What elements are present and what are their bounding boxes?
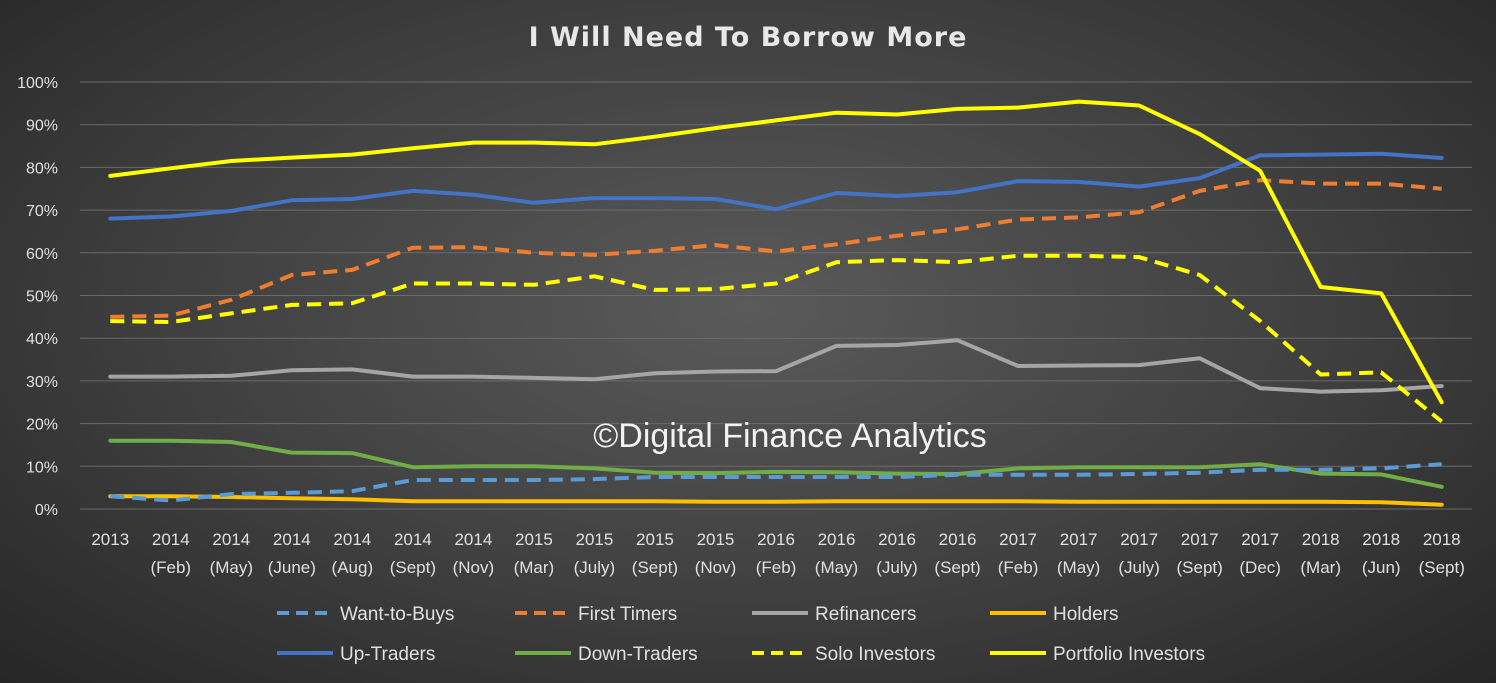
series-line-down-traders bbox=[108, 438, 1444, 489]
x-tick-sublabel: (Dec) bbox=[1239, 558, 1281, 577]
x-tick-label: 2015 bbox=[576, 530, 614, 549]
gridlines bbox=[80, 81, 1472, 510]
x-tick-sublabel: (Feb) bbox=[756, 558, 797, 577]
x-tick-sublabel: (May) bbox=[1057, 558, 1100, 577]
x-tick-label: 2018 bbox=[1423, 530, 1461, 549]
y-tick-label: 100% bbox=[17, 75, 58, 92]
x-tick-label: 2016 bbox=[939, 530, 977, 549]
x-tick-sublabel: (Aug) bbox=[332, 558, 374, 577]
x-tick-sublabel: (Sept) bbox=[1419, 558, 1465, 577]
x-tick-label: 2014 bbox=[273, 530, 311, 549]
y-tick-label: 70% bbox=[26, 203, 58, 220]
x-tick-sublabel: (Nov) bbox=[453, 558, 495, 577]
series-lines bbox=[108, 99, 1444, 507]
watermark-text: ©Digital Finance Analytics bbox=[593, 417, 987, 455]
x-tick-sublabel: (Sept) bbox=[934, 558, 980, 577]
x-tick-sublabel: (Feb) bbox=[998, 558, 1039, 577]
y-tick-label: 0% bbox=[35, 502, 58, 519]
x-tick-sublabel: (Mar) bbox=[514, 558, 555, 577]
x-tick-sublabel: (Sept) bbox=[390, 558, 436, 577]
x-tick-sublabel: (July) bbox=[876, 558, 918, 577]
x-tick-sublabel: (Mar) bbox=[1300, 558, 1341, 577]
legend: Want-to-Buys First Timers Refinancers Holde… bbox=[277, 604, 1205, 665]
x-tick-label: 2018 bbox=[1362, 530, 1400, 549]
x-tick-label: 2014 bbox=[152, 530, 190, 549]
y-tick-label: 50% bbox=[26, 289, 58, 306]
x-tick-label: 2014 bbox=[454, 530, 492, 549]
x-tick-sublabel: (July) bbox=[1118, 558, 1160, 577]
x-tick-label: 2015 bbox=[515, 530, 553, 549]
x-tick-label: 2017 bbox=[1181, 530, 1219, 549]
x-tick-sublabel: (June) bbox=[268, 558, 316, 577]
x-tick-sublabel: (July) bbox=[574, 558, 616, 577]
legend-label: Holders bbox=[1053, 604, 1118, 625]
x-tick-label: 2015 bbox=[636, 530, 674, 549]
legend-label: Up-Traders bbox=[340, 644, 435, 665]
x-tick-sublabel: (Feb) bbox=[150, 558, 191, 577]
series-line-refinancers bbox=[108, 338, 1444, 394]
x-tick-label: 2014 bbox=[394, 530, 432, 549]
legend-label: Want-to-Buys bbox=[340, 604, 454, 625]
x-tick-label: 2017 bbox=[1241, 530, 1279, 549]
y-tick-label: 60% bbox=[26, 246, 58, 263]
y-axis: 0% 10% 20% 30% 40% 50% 60% 70% 80% 90% 100% bbox=[17, 75, 58, 519]
x-tick-sublabel: (May) bbox=[210, 558, 253, 577]
x-tick-sublabel: (Sept) bbox=[632, 558, 678, 577]
y-tick-label: 90% bbox=[26, 118, 58, 135]
series-line-up-traders bbox=[108, 151, 1444, 221]
x-tick-label: 2018 bbox=[1302, 530, 1340, 549]
x-tick-label: 2013 bbox=[91, 530, 129, 549]
x-tick-label: 2014 bbox=[333, 530, 371, 549]
chart-title: I Will Need To Borrow More bbox=[529, 22, 968, 53]
series-line-first-timers bbox=[110, 178, 1442, 319]
x-tick-label: 2017 bbox=[1120, 530, 1158, 549]
x-tick-label: 2016 bbox=[878, 530, 916, 549]
series-line-want-to-buys bbox=[110, 462, 1442, 503]
legend-label: Solo Investors bbox=[815, 644, 935, 665]
x-tick-label: 2016 bbox=[818, 530, 856, 549]
series-line-portfolio-investors bbox=[108, 99, 1444, 405]
x-tick-sublabel: (May) bbox=[815, 558, 858, 577]
x-tick-label: 2017 bbox=[999, 530, 1037, 549]
x-tick-label: 2014 bbox=[212, 530, 250, 549]
x-tick-sublabel: (Nov) bbox=[695, 558, 737, 577]
x-tick-sublabel: (Jun) bbox=[1362, 558, 1401, 577]
series-line-solo-investors bbox=[110, 253, 1443, 424]
legend-label: Portfolio Investors bbox=[1053, 644, 1205, 665]
y-tick-label: 40% bbox=[26, 331, 58, 348]
y-tick-label: 30% bbox=[26, 374, 58, 391]
series-line-holders bbox=[108, 494, 1444, 507]
legend-label: Refinancers bbox=[815, 604, 916, 625]
y-tick-label: 20% bbox=[26, 417, 58, 434]
x-tick-label: 2016 bbox=[757, 530, 795, 549]
x-tick-label: 2015 bbox=[697, 530, 735, 549]
legend-label: Down-Traders bbox=[578, 644, 698, 665]
y-tick-label: 80% bbox=[26, 160, 58, 177]
x-tick-label: 2017 bbox=[1060, 530, 1098, 549]
x-axis: 2013 2014 (Feb) 2014 (May) 2014 (June) 2014 (Aug… bbox=[91, 530, 1465, 577]
x-tick-sublabel: (Sept) bbox=[1177, 558, 1223, 577]
legend-label: First Timers bbox=[578, 604, 677, 625]
y-tick-label: 10% bbox=[26, 459, 58, 476]
